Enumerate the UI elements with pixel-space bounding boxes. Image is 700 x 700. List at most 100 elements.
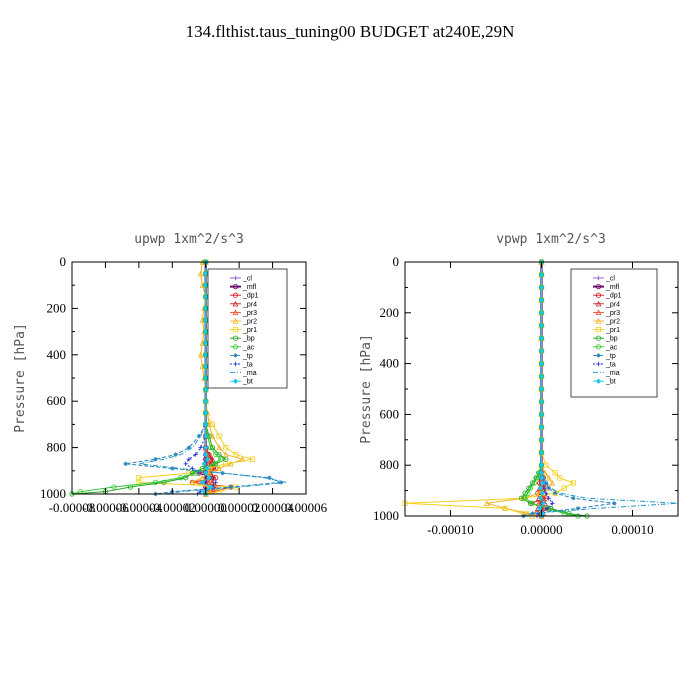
data-point-ac (531, 480, 537, 486)
data-point-bt (538, 475, 545, 481)
legend-marker (232, 292, 239, 298)
legend-label: _bp (605, 336, 618, 343)
legend-label: _dp1 (605, 293, 622, 300)
data-point-bt (538, 411, 545, 418)
data-point-bp (518, 495, 525, 501)
legend-label: _ta (605, 362, 616, 369)
legend-label: _pr2 (242, 319, 257, 326)
legend-marker (232, 378, 239, 384)
data-point-pr1 (216, 433, 222, 439)
legend-label: _bp (242, 336, 255, 343)
data-point-pr2 (216, 444, 222, 451)
data-point-bp (161, 479, 167, 485)
x-tick-label: 0.00002 (218, 500, 260, 515)
legend-marker (232, 283, 239, 290)
data-point-pr1 (502, 505, 508, 511)
data-point-ac (522, 495, 528, 501)
data-point-pr2 (545, 474, 552, 481)
data-point-ac (178, 475, 184, 481)
data-point-pr1 (561, 485, 567, 491)
legend-marker (595, 292, 602, 298)
x-tick-label: 0.00000 (185, 500, 227, 515)
data-point-pr4 (211, 474, 217, 481)
data-point-bt (203, 282, 209, 288)
data-point-bt (539, 490, 546, 496)
x-tick-label: 0.00010 (611, 522, 653, 537)
data-point-bt (203, 451, 209, 458)
data-point-bt (203, 317, 209, 323)
vpwp-panel: vpwp 1xm^2/s^3 Pressure [hPa] 0 200 400 600 80… (359, 232, 679, 537)
data-point-bp (216, 451, 222, 458)
upwp-panel: upwp 1xm^2/s^3 Pressure [hPa] 0 200 400 600 80… (13, 232, 328, 515)
figure-title: 134.flthist.taus_tuning00 BUDGET at240E,… (185, 22, 515, 41)
data-point-bt (203, 375, 209, 381)
data-point-ac (111, 484, 117, 490)
data-point-pr4 (209, 456, 216, 462)
y-tick-label: 600 (47, 393, 67, 408)
data-point-pr2 (197, 351, 204, 358)
data-point-ta (198, 445, 203, 450)
legend-marker (595, 317, 602, 324)
data-point-bt (538, 310, 545, 316)
series-line-ac (71, 262, 222, 495)
y-tick-label: 1000 (373, 508, 399, 523)
x-tick-label: 0.00000 (520, 522, 562, 537)
data-point-bt (538, 322, 545, 329)
data-point-ac (199, 465, 205, 472)
data-point-ta (190, 466, 195, 471)
data-point-bt (538, 437, 545, 443)
data-point-bt (538, 335, 545, 341)
data-point-tp (571, 496, 576, 501)
data-point-tp (220, 470, 225, 476)
data-point-tp (170, 466, 175, 471)
data-point-pr1 (223, 444, 229, 451)
panel-title: upwp 1xm^2/s^3 (134, 232, 244, 247)
data-point-bt (538, 399, 545, 405)
legend-label: _pr1 (242, 327, 257, 334)
data-point-bt (203, 363, 209, 370)
x-tick-label: -0.00004 (116, 500, 163, 515)
data-point-ta (193, 452, 198, 457)
series-line-ta (184, 262, 217, 495)
legend-marker (595, 344, 602, 350)
legend-marker (233, 361, 238, 367)
data-point-bt (538, 272, 545, 278)
x-tick-label: 0.00004 (251, 500, 294, 515)
x-tick-label: -0.00008 (49, 500, 96, 515)
data-point-bt (538, 449, 545, 456)
y-tick-label: 400 (47, 347, 67, 362)
data-point-bt (206, 475, 212, 481)
data-point-bt (538, 360, 545, 367)
data-point-pr1 (209, 421, 215, 427)
data-point-bt (538, 386, 545, 392)
legend: _cl_mfl_dp1_pr4_pr3_pr2_pr1_bp_ac_tp_ta_… (570, 268, 658, 398)
data-point-pr1 (233, 451, 239, 458)
legend: _cl_mfl_dp1_pr4_pr3_pr2_pr1_bp_ac_tp_ta_… (207, 268, 288, 389)
legend-box (570, 268, 658, 398)
data-point-pr2 (484, 500, 490, 506)
legend-marker (595, 300, 602, 307)
data-point-bt (203, 352, 209, 358)
legend-label: _ma (605, 370, 620, 377)
legend-label: _tp (242, 353, 253, 360)
panel-title: vpwp 1xm^2/s^3 (496, 232, 606, 247)
series-line-ac (524, 262, 578, 517)
legend-label: _mfl (605, 284, 620, 291)
data-point-tp (612, 501, 617, 506)
data-point-bt (203, 270, 209, 277)
legend-marker (595, 335, 602, 341)
data-point-tp (186, 445, 192, 450)
legend-marker (232, 300, 239, 307)
data-point-bt (204, 465, 211, 472)
legend-marker (233, 353, 238, 358)
y-tick-label: 0 (60, 254, 67, 269)
data-point-bt (203, 386, 209, 393)
data-point-bt (537, 485, 544, 491)
data-point-bt (537, 505, 543, 512)
legend-label: _bt (242, 379, 253, 386)
data-point-bt (203, 294, 209, 300)
data-point-pr1 (249, 456, 256, 462)
legend-marker (232, 309, 239, 315)
legend-label: _cl (605, 276, 615, 283)
legend-label: _pr2 (605, 319, 620, 326)
